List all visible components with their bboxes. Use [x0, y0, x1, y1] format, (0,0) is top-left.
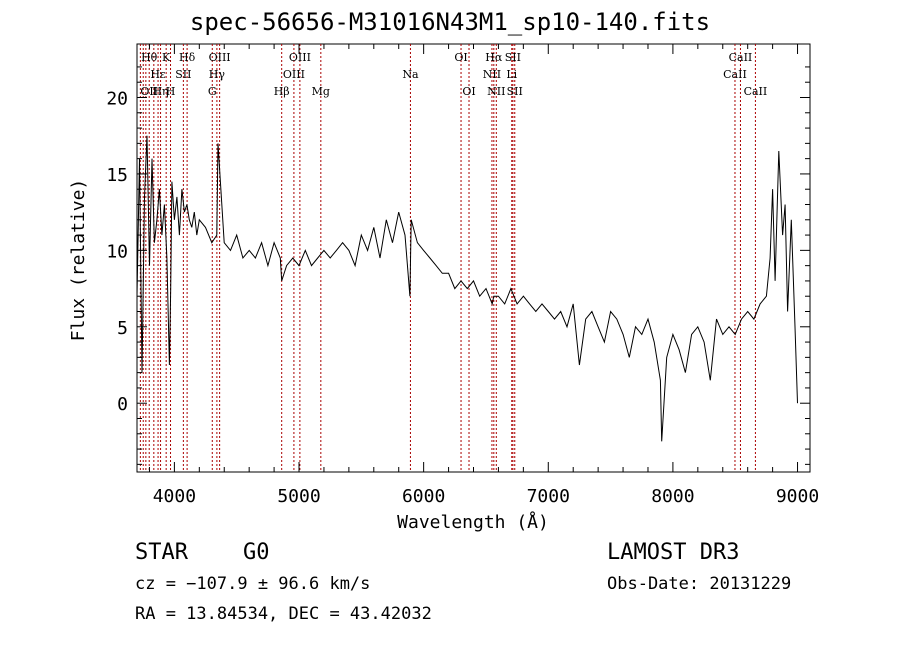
line-label: Mg	[312, 85, 330, 98]
line-label: Hβ	[274, 85, 290, 98]
plot-frame	[136, 43, 811, 473]
line-label: Hε	[150, 68, 166, 81]
x-tick-label: 7000	[527, 486, 570, 507]
line-label: K	[162, 51, 171, 64]
line-label: Li	[506, 68, 517, 81]
chart-title: spec-56656-M31016N43M1_sp10-140.fits	[189, 8, 711, 36]
y-tick-label: 5	[117, 318, 128, 339]
redshift-velocity: cz = −107.9 ± 96.6 km/s	[135, 574, 371, 594]
object-subclass: G0	[243, 540, 270, 565]
observation-date: Obs-Date: 20131229	[607, 574, 792, 594]
y-tick-label: 20	[106, 89, 128, 110]
line-label: OI	[462, 85, 475, 98]
line-label: SII	[505, 51, 521, 64]
line-label: CaII	[744, 85, 768, 98]
x-tick-label: 8000	[651, 486, 694, 507]
y-tick-label: 0	[117, 394, 128, 415]
line-label: Hδ	[179, 51, 196, 64]
x-tick-label: 5000	[277, 486, 320, 507]
x-tick-label: 9000	[776, 486, 819, 507]
line-label: CaII	[729, 51, 753, 64]
line-label: SII	[175, 68, 191, 81]
line-label: SII	[507, 85, 523, 98]
line-label: Hγ	[209, 68, 226, 81]
line-label: OII	[140, 85, 158, 98]
x-tick-label: 6000	[402, 486, 445, 507]
coordinates: RA = 13.84534, DEC = 43.42032	[135, 604, 432, 624]
line-labels: OII Hθ Hε Hη K H SII Hδ G Hγ OIII Hβ OIII OIII Mg Na OI O…	[140, 51, 767, 98]
y-axis: 0 5 10 15 20	[106, 66, 810, 465]
object-class: STAR	[135, 540, 188, 565]
line-label: NII	[483, 68, 501, 81]
emission-lines	[139, 44, 756, 472]
y-tick-label: 10	[106, 241, 128, 262]
line-label: OIII	[209, 51, 231, 64]
line-label: Hθ	[141, 51, 158, 64]
line-label: OIII	[289, 51, 311, 64]
y-axis-label: Flux (relative)	[68, 179, 89, 342]
y-tick-label: 15	[106, 165, 128, 186]
line-label: Hα	[485, 51, 503, 64]
line-label: G	[208, 85, 217, 98]
x-axis-label: Wavelength (Å)	[397, 511, 549, 533]
flux-series-line	[136, 135, 798, 442]
line-label: Hη	[152, 85, 168, 98]
line-label: Na	[402, 68, 419, 81]
line-label: CaII	[723, 68, 747, 81]
line-label: H	[166, 85, 176, 98]
x-axis: 4000 5000 6000 7000 8000 9000	[148, 44, 819, 507]
line-label: OI	[454, 51, 467, 64]
line-label: OIII	[283, 68, 305, 81]
survey-name: LAMOST DR3	[607, 540, 740, 565]
line-label: NII	[487, 85, 505, 98]
x-tick-label: 4000	[153, 486, 196, 507]
